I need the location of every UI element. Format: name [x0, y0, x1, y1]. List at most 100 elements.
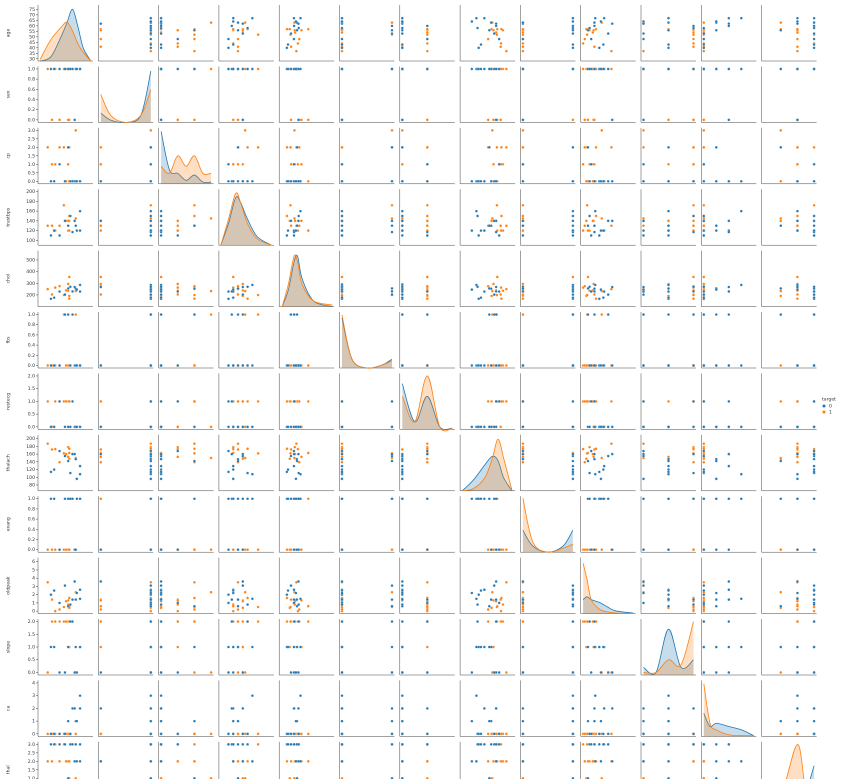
scatter-point	[490, 294, 493, 298]
scatter-point	[739, 425, 743, 429]
scatter-point	[176, 37, 180, 41]
kde-line	[220, 192, 272, 246]
scatter-point	[52, 468, 56, 471]
scatter-point	[425, 275, 429, 279]
scatter-point	[241, 425, 245, 429]
scatter-point	[593, 645, 596, 649]
scatter-point	[425, 608, 429, 611]
scatter-point	[796, 620, 799, 623]
scatter-point	[727, 645, 731, 649]
panel	[640, 250, 696, 307]
scatter-point	[75, 671, 79, 674]
scatter-point	[230, 598, 234, 601]
scatter-point	[400, 477, 404, 481]
kde-area	[583, 563, 634, 614]
scatter-point	[295, 598, 299, 601]
scatter-point	[63, 219, 67, 223]
scatter-point	[667, 283, 670, 287]
scatter-point	[692, 447, 695, 451]
scatter-point	[159, 464, 163, 468]
scatter-point	[286, 732, 290, 736]
scatter-point	[289, 118, 293, 122]
scatter-point	[289, 598, 293, 601]
scatter-point	[390, 459, 394, 463]
scatter-point	[692, 313, 695, 316]
scatter-point	[46, 224, 50, 228]
panel	[158, 312, 214, 369]
scatter-point	[667, 296, 670, 300]
scatter-point	[176, 286, 180, 289]
panel	[399, 496, 455, 553]
scatter-point	[63, 584, 67, 587]
scatter-point	[299, 597, 302, 601]
scatter-point	[193, 671, 196, 674]
scatter-point	[49, 179, 53, 183]
scatter-point	[796, 477, 799, 481]
scatter-point	[231, 27, 235, 31]
scatter-point	[243, 289, 247, 293]
scatter-point	[400, 742, 404, 746]
scatter-point	[292, 707, 296, 710]
scatter-point	[812, 470, 816, 474]
scatter-point	[340, 460, 344, 464]
scatter-point	[727, 67, 731, 71]
scatter-point	[779, 294, 783, 298]
scatter-point	[227, 497, 230, 501]
scatter-point	[504, 287, 508, 291]
scatter-point	[487, 28, 491, 32]
scatter-point	[400, 584, 404, 587]
scatter-point	[193, 608, 196, 611]
scatter-point	[425, 580, 429, 584]
scatter-point	[482, 645, 486, 649]
y-tick-label: 0.0	[28, 179, 35, 185]
scatter-point	[149, 598, 153, 601]
scatter-point	[714, 776, 718, 779]
scatter-point	[230, 313, 234, 316]
scatter-point	[58, 364, 61, 367]
scatter-point	[482, 67, 486, 71]
scatter-point	[642, 313, 645, 316]
scatter-point	[499, 286, 503, 289]
scatter-point	[49, 67, 53, 71]
scatter-point	[176, 290, 180, 293]
panel	[98, 312, 154, 369]
panel	[580, 434, 636, 492]
y-tick-label: 2	[32, 592, 35, 598]
scatter-point	[63, 671, 67, 674]
panel	[399, 373, 455, 432]
scatter-point	[796, 604, 799, 608]
scatter-point	[236, 645, 240, 649]
scatter-point	[667, 287, 670, 290]
kde-area	[522, 498, 573, 553]
scatter-point	[470, 591, 474, 595]
scatter-point	[46, 364, 50, 367]
panel	[701, 741, 743, 779]
scatter-point	[796, 45, 799, 49]
scatter-point	[642, 285, 645, 289]
panel	[640, 619, 696, 676]
scatter-point	[159, 606, 163, 610]
scatter-point	[400, 448, 404, 451]
scatter-point	[812, 609, 816, 613]
panel	[520, 373, 576, 430]
scatter-point	[289, 671, 293, 674]
kde-line	[39, 21, 92, 62]
y-tick-label: 200	[26, 292, 35, 298]
scatter-point	[486, 284, 490, 288]
scatter-point	[49, 742, 53, 746]
scatter-point	[193, 442, 196, 446]
kde-area	[100, 89, 151, 123]
scatter-point	[702, 179, 706, 183]
scatter-point	[796, 442, 799, 446]
scatter-point	[230, 620, 234, 623]
panel	[701, 127, 757, 185]
scatter-point	[495, 27, 499, 31]
scatter-point	[149, 43, 153, 46]
scatter-point	[599, 671, 603, 674]
scatter-point	[400, 224, 404, 228]
scatter-point	[231, 275, 235, 279]
scatter-point	[149, 219, 153, 223]
scatter-point	[571, 671, 575, 674]
scatter-point	[231, 591, 235, 595]
scatter-point	[236, 145, 240, 149]
